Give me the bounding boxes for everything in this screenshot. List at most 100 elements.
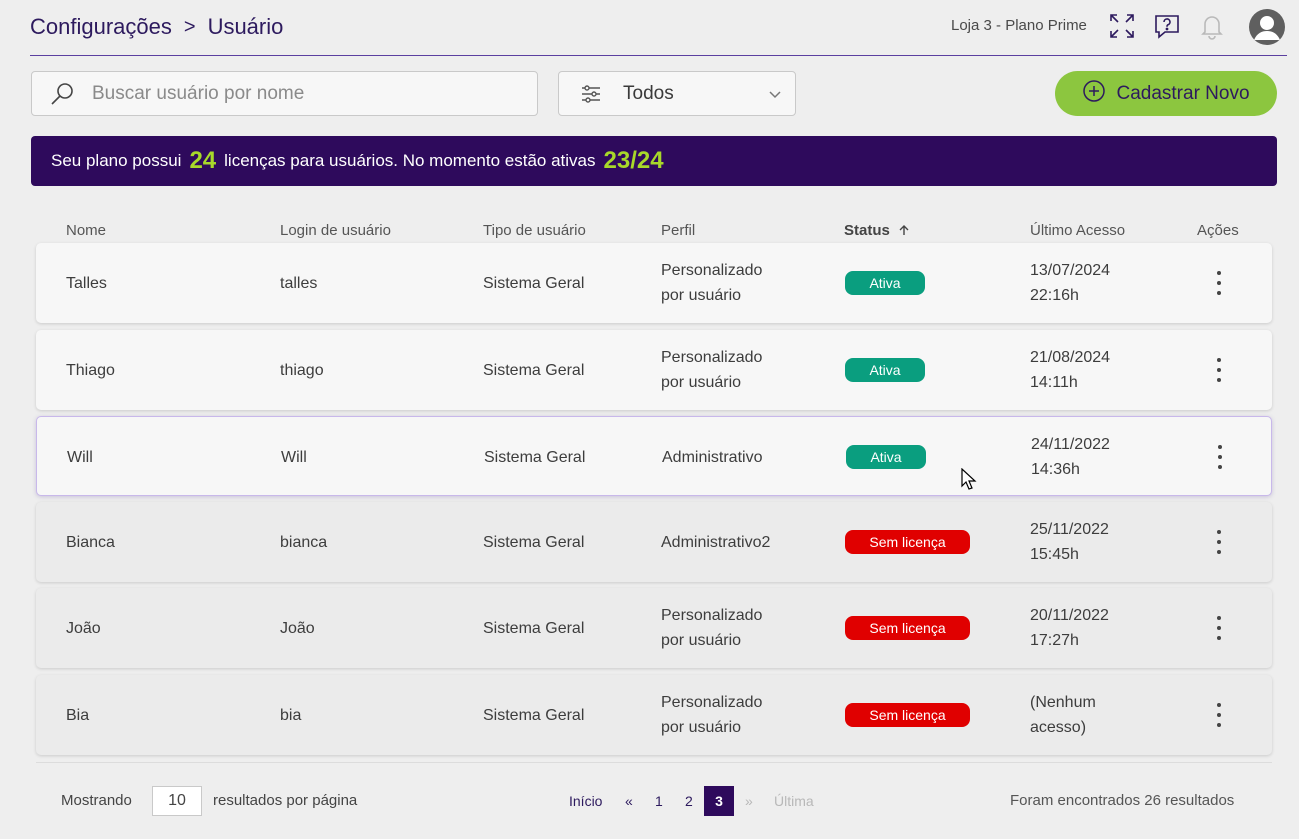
profile-line-1: Administrativo — [662, 448, 763, 466]
help-icon[interactable] — [1152, 11, 1182, 41]
cell-last-access: 13/07/2024 22:16h — [1030, 243, 1110, 323]
access-line-1: 13/07/2024 — [1030, 262, 1111, 279]
cell-profile: Personalizado por usuário — [661, 588, 762, 668]
cell-last-access: 20/11/2022 17:27h — [1030, 588, 1109, 668]
column-ultimo-acesso[interactable]: Último Acesso — [1030, 222, 1126, 239]
search-input[interactable] — [92, 82, 522, 105]
bell-icon[interactable] — [1197, 11, 1227, 41]
banner-text-2: licenças para usuários. No momento estão… — [224, 151, 596, 170]
search-box[interactable] — [31, 71, 538, 116]
profile-line-1: Personalizado — [661, 262, 763, 279]
cell-type: Sistema Geral — [483, 533, 585, 551]
cell-type: Sistema Geral — [483, 361, 585, 379]
more-actions-icon[interactable] — [1209, 445, 1231, 469]
profile-line-1: Personalizado — [661, 607, 763, 624]
access-line-1: (Nenhum — [1030, 694, 1096, 711]
fullscreen-icon[interactable] — [1107, 11, 1137, 41]
access-line-2: 17:27h — [1030, 632, 1079, 649]
header-underline — [30, 55, 1287, 56]
per-page-label: resultados por página — [213, 792, 358, 809]
cell-profile: Administrativo — [662, 417, 762, 497]
cell-status: Sem licença — [845, 675, 970, 755]
cell-profile: Personalizado por usuário — [661, 675, 762, 755]
table-row[interactable]: Talles talles Sistema Geral Personalizado po… — [36, 243, 1272, 323]
cell-name: Thiago — [66, 361, 115, 379]
column-nome[interactable]: Nome — [66, 222, 107, 239]
column-tipo[interactable]: Tipo de usuário — [483, 222, 586, 239]
status-badge: Sem licença — [845, 530, 970, 554]
cell-name: João — [66, 619, 101, 637]
column-login[interactable]: Login de usuário — [280, 222, 391, 239]
cell-last-access: 25/11/2022 15:45h — [1030, 502, 1109, 582]
cell-login: João — [280, 619, 315, 637]
breadcrumb: Configurações > Usuário — [30, 12, 283, 42]
status-badge: Ativa — [846, 445, 926, 469]
plus-circle-icon — [1082, 79, 1106, 109]
license-total: 24 — [189, 147, 217, 174]
page-first[interactable]: Início — [569, 793, 603, 809]
mouse-cursor-icon — [961, 467, 977, 495]
column-perfil[interactable]: Perfil — [661, 222, 696, 239]
page-prev[interactable]: « — [625, 793, 633, 809]
access-line-1: 21/08/2024 — [1030, 349, 1111, 366]
more-actions-icon[interactable] — [1208, 703, 1230, 727]
breadcrumb-separator: > — [183, 15, 196, 38]
access-line-1: 24/11/2022 — [1031, 436, 1110, 453]
page-1[interactable]: 1 — [655, 793, 663, 809]
cell-type: Sistema Geral — [483, 706, 585, 724]
access-line-2: 15:45h — [1030, 546, 1079, 563]
add-user-button[interactable]: Cadastrar Novo — [1055, 71, 1277, 116]
table-divider — [36, 762, 1272, 763]
table-row[interactable]: Will Will Sistema Geral Administrativo Ativa… — [36, 416, 1272, 496]
table-row[interactable]: Thiago thiago Sistema Geral Personalizado po… — [36, 330, 1272, 410]
cell-status: Sem licença — [845, 502, 970, 582]
profile-line-1: Administrativo2 — [661, 533, 771, 551]
cell-status: Sem licença — [845, 588, 970, 668]
cell-last-access: 21/08/2024 14:11h — [1030, 330, 1110, 410]
access-line-2: 14:11h — [1030, 374, 1078, 391]
access-line-1: 25/11/2022 — [1030, 521, 1109, 538]
profile-line-1: Personalizado — [661, 349, 763, 366]
user-avatar-icon[interactable] — [1249, 9, 1285, 45]
license-banner: Seu plano possui 24 licenças para usuári… — [31, 136, 1277, 186]
store-label: Loja 3 - Plano Prime — [951, 17, 1087, 34]
access-line-1: 20/11/2022 — [1030, 607, 1109, 624]
page-2[interactable]: 2 — [685, 793, 693, 809]
table-row[interactable]: João João Sistema Geral Personalizado por us… — [36, 588, 1272, 668]
more-actions-icon[interactable] — [1208, 530, 1230, 554]
table-row[interactable]: Bianca bianca Sistema Geral Administrativo2… — [36, 502, 1272, 582]
cell-login: talles — [280, 274, 318, 292]
cell-profile: Personalizado por usuário — [661, 243, 762, 323]
sort-arrow-up-icon — [899, 225, 909, 235]
table-header: Nome Login de usuário Tipo de usuário Pe… — [0, 222, 1299, 242]
column-status-label: Status — [844, 222, 890, 239]
cell-status: Ativa — [845, 243, 925, 323]
breadcrumb-parent[interactable]: Configurações — [30, 14, 172, 39]
page-3-current[interactable]: 3 — [704, 786, 734, 816]
access-line-2: 14:36h — [1031, 461, 1080, 478]
status-badge: Ativa — [845, 358, 925, 382]
per-page-input[interactable]: 10 — [152, 786, 202, 816]
access-line-2: acesso) — [1030, 719, 1087, 736]
cell-profile: Personalizado por usuário — [661, 330, 762, 410]
more-actions-icon[interactable] — [1208, 271, 1230, 295]
pagination-footer: Mostrando 10 resultados por página Iníci… — [0, 786, 1299, 816]
more-actions-icon[interactable] — [1208, 358, 1230, 382]
column-status[interactable]: Status — [844, 222, 910, 239]
cell-name: Talles — [66, 274, 107, 292]
cell-login: Will — [281, 448, 307, 466]
cell-type: Sistema Geral — [483, 274, 585, 292]
profile-line-2: por usuário — [661, 719, 742, 736]
add-user-label: Cadastrar Novo — [1116, 82, 1250, 104]
sliders-icon — [559, 83, 623, 105]
access-line-2: 22:16h — [1030, 287, 1079, 304]
chevron-down-icon — [755, 89, 795, 99]
table-row[interactable]: Bia bia Sistema Geral Personalizado por usuá… — [36, 675, 1272, 755]
more-actions-icon[interactable] — [1208, 616, 1230, 640]
user-type-filter[interactable]: Todos — [558, 71, 796, 116]
profile-line-2: por usuário — [661, 632, 742, 649]
banner-text-1: Seu plano possui — [51, 151, 182, 170]
page-last: Última — [774, 793, 814, 809]
breadcrumb-current: Usuário — [207, 14, 284, 39]
cell-type: Sistema Geral — [483, 619, 585, 637]
